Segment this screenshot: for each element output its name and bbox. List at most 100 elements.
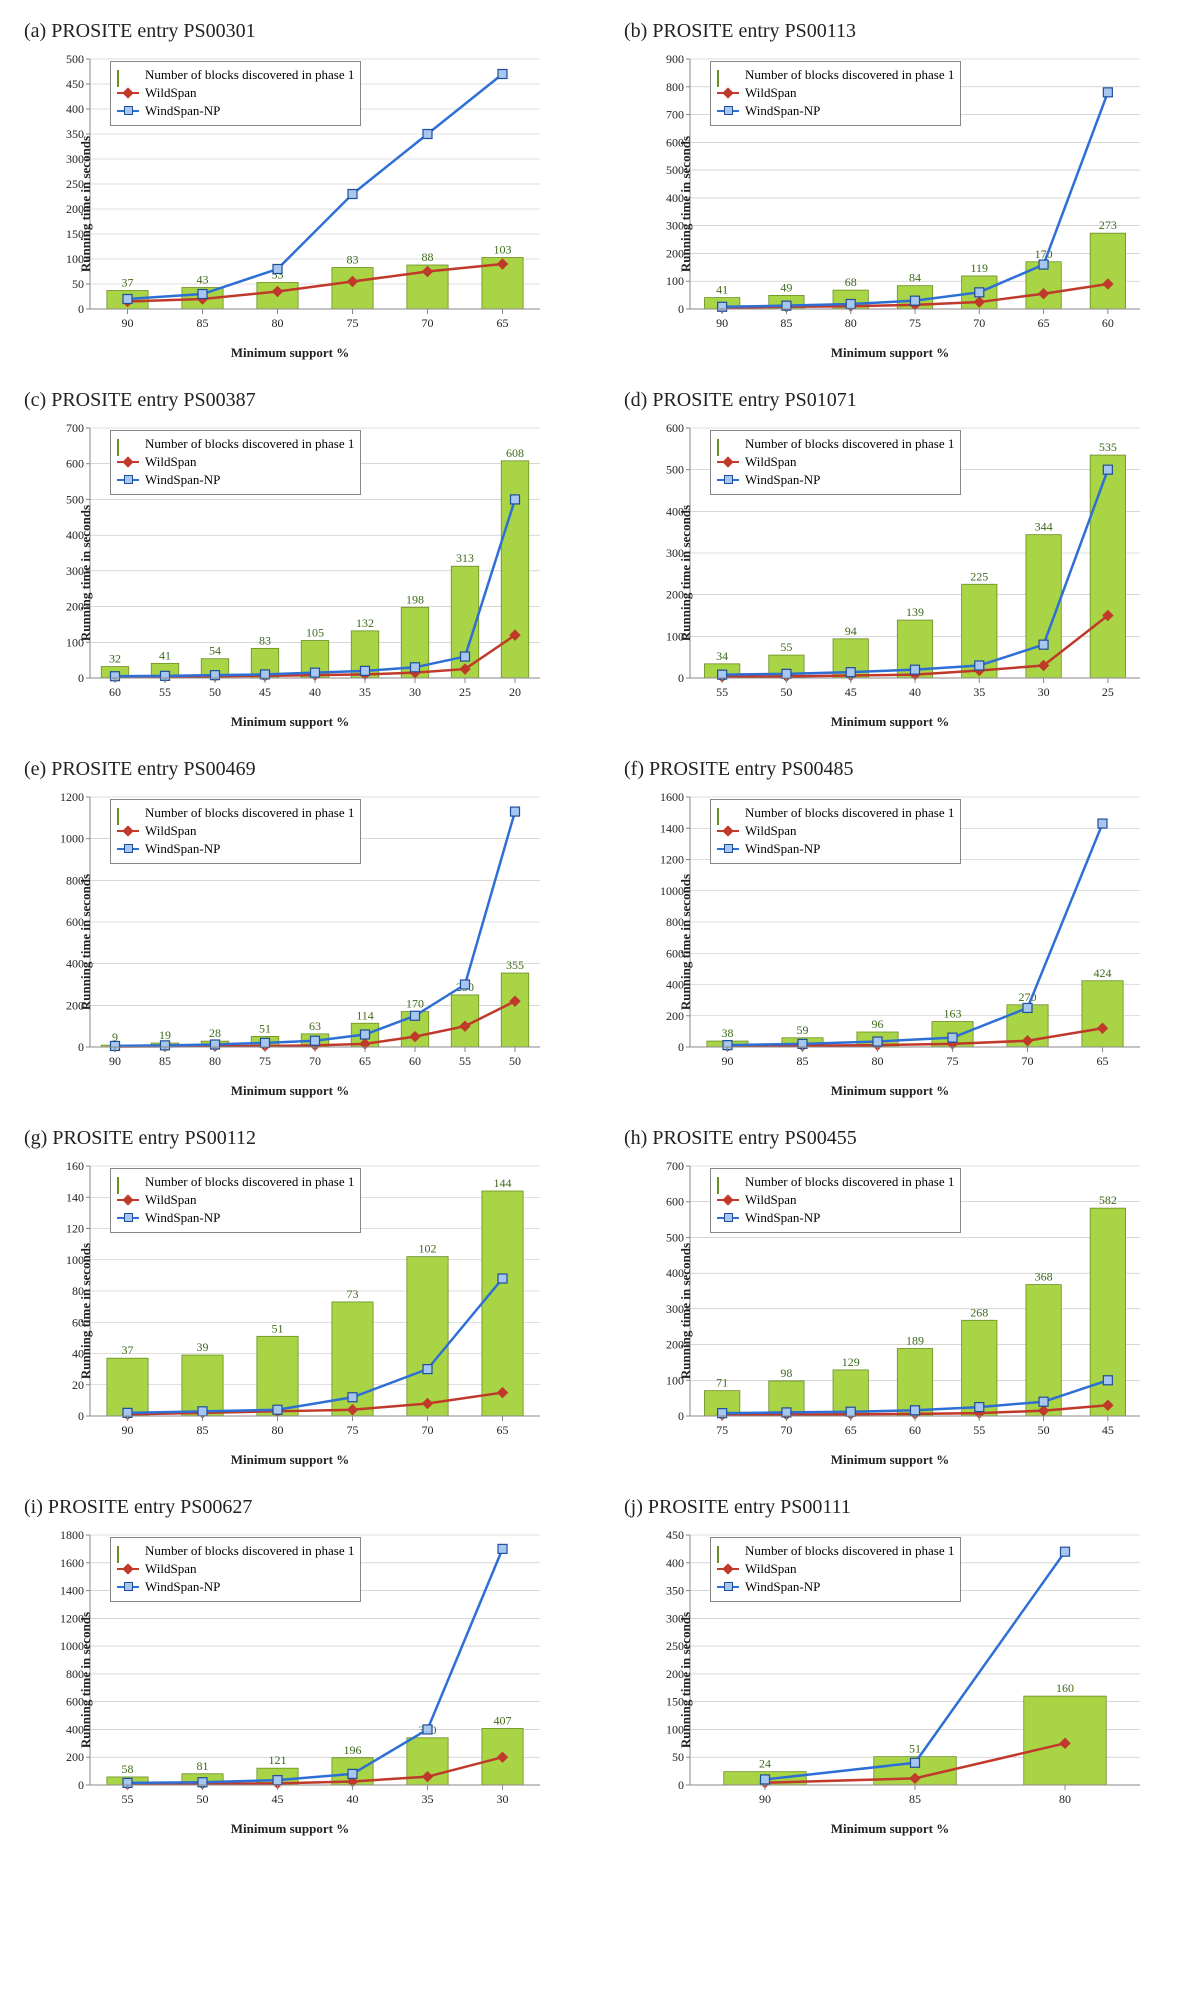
legend-label: Number of blocks discovered in phase 1: [145, 804, 354, 822]
svg-text:96: 96: [872, 1017, 884, 1031]
y-axis-label: Running time in seconds: [78, 1612, 94, 1748]
svg-text:608: 608: [506, 446, 524, 460]
svg-text:51: 51: [259, 1021, 271, 1035]
svg-text:1400: 1400: [60, 1584, 84, 1598]
svg-text:20: 20: [509, 685, 521, 699]
svg-text:75: 75: [947, 1054, 959, 1068]
svg-text:60: 60: [909, 1423, 921, 1437]
svg-text:40: 40: [347, 1792, 359, 1806]
legend-label: WildSpan: [745, 453, 796, 471]
legend-item-bars: Number of blocks discovered in phase 1: [717, 1542, 954, 1560]
svg-text:90: 90: [122, 1423, 134, 1437]
legend-label: Number of blocks discovered in phase 1: [145, 1542, 354, 1560]
svg-text:84: 84: [909, 271, 921, 285]
y-axis-label: Running time in seconds: [78, 505, 94, 641]
legend-label: WildSpan: [145, 453, 196, 471]
legend-item-wind: WindSpan-NP: [117, 1578, 354, 1596]
legend: Number of blocks discovered in phase 1 W…: [110, 1168, 361, 1233]
svg-text:85: 85: [197, 316, 209, 330]
svg-text:58: 58: [122, 1762, 134, 1776]
svg-text:120: 120: [66, 1222, 84, 1236]
legend: Number of blocks discovered in phase 1 W…: [710, 1168, 961, 1233]
legend-label: Number of blocks discovered in phase 1: [745, 66, 954, 84]
svg-text:0: 0: [78, 671, 84, 685]
svg-text:0: 0: [678, 302, 684, 316]
svg-text:19: 19: [159, 1028, 171, 1042]
legend-label: WildSpan: [145, 822, 196, 840]
y-axis-label: Running time in seconds: [78, 874, 94, 1010]
svg-text:55: 55: [780, 640, 792, 654]
svg-text:1800: 1800: [60, 1528, 84, 1542]
x-axis-label: Minimum support %: [231, 1821, 349, 1837]
svg-text:35: 35: [422, 1792, 434, 1806]
chart-box: 7198129189268368582 01002003004005006007…: [620, 1156, 1160, 1466]
chart-box: 385996163270424 020040060080010001200140…: [620, 787, 1160, 1097]
chart-panel: (d) PROSITE entry PS01071 34559413922534…: [620, 389, 1180, 728]
legend-item-wild: WildSpan: [717, 1191, 954, 1209]
legend-label: WildSpan: [745, 1191, 796, 1209]
svg-text:407: 407: [494, 1713, 512, 1727]
svg-text:75: 75: [347, 1423, 359, 1437]
panel-title: (f) PROSITE entry PS00485: [624, 758, 1180, 781]
svg-text:0: 0: [678, 671, 684, 685]
chart-panel: (i) PROSITE entry PS00627 58811211963404…: [20, 1496, 580, 1835]
legend-item-bars: Number of blocks discovered in phase 1: [117, 1542, 354, 1560]
svg-text:800: 800: [666, 80, 684, 94]
legend-label: WindSpan-NP: [145, 471, 220, 489]
svg-text:68: 68: [845, 275, 857, 289]
svg-text:85: 85: [780, 316, 792, 330]
svg-text:1200: 1200: [660, 853, 684, 867]
legend-label: WindSpan-NP: [145, 1578, 220, 1596]
svg-text:80: 80: [272, 316, 284, 330]
legend: Number of blocks discovered in phase 1 W…: [710, 799, 961, 864]
svg-text:73: 73: [347, 1287, 359, 1301]
legend: Number of blocks discovered in phase 1 W…: [710, 61, 961, 126]
svg-text:60: 60: [1102, 316, 1114, 330]
legend-item-bars: Number of blocks discovered in phase 1: [717, 66, 954, 84]
legend-label: WindSpan-NP: [145, 102, 220, 120]
legend: Number of blocks discovered in phase 1 W…: [710, 430, 961, 495]
svg-text:45: 45: [259, 685, 271, 699]
svg-text:70: 70: [1022, 1054, 1034, 1068]
svg-text:54: 54: [209, 644, 221, 658]
svg-text:50: 50: [197, 1792, 209, 1806]
svg-text:45: 45: [1102, 1423, 1114, 1437]
svg-text:65: 65: [845, 1423, 857, 1437]
svg-text:34: 34: [716, 649, 728, 663]
svg-text:400: 400: [66, 102, 84, 116]
svg-text:65: 65: [1097, 1054, 1109, 1068]
svg-text:50: 50: [509, 1054, 521, 1068]
svg-text:59: 59: [797, 1023, 809, 1037]
chart-box: 3743538388103 05010015020025030035040045…: [20, 49, 560, 359]
legend-label: WindSpan-NP: [745, 102, 820, 120]
svg-text:75: 75: [716, 1423, 728, 1437]
svg-text:163: 163: [944, 1007, 962, 1021]
svg-text:368: 368: [1035, 1270, 1053, 1284]
legend-item-wild: WildSpan: [717, 822, 954, 840]
svg-text:30: 30: [1038, 685, 1050, 699]
svg-text:500: 500: [666, 463, 684, 477]
svg-text:75: 75: [909, 316, 921, 330]
chart-panel: (a) PROSITE entry PS00301 3743538388103 …: [20, 20, 580, 359]
svg-text:25: 25: [1102, 685, 1114, 699]
svg-text:450: 450: [666, 1528, 684, 1542]
svg-text:424: 424: [1094, 966, 1112, 980]
svg-text:121: 121: [269, 1753, 287, 1767]
svg-text:45: 45: [272, 1792, 284, 1806]
svg-text:85: 85: [159, 1054, 171, 1068]
panel-title: (g) PROSITE entry PS00112: [24, 1127, 580, 1150]
svg-text:1400: 1400: [660, 821, 684, 835]
svg-text:198: 198: [406, 592, 424, 606]
svg-text:80: 80: [1059, 1792, 1071, 1806]
svg-text:55: 55: [459, 1054, 471, 1068]
svg-text:37: 37: [122, 276, 134, 290]
legend: Number of blocks discovered in phase 1 W…: [110, 430, 361, 495]
svg-text:83: 83: [259, 633, 271, 647]
legend-item-wind: WindSpan-NP: [717, 1578, 954, 1596]
chart-box: 345594139225344535 0100200300400500600 5…: [620, 418, 1160, 728]
legend-item-wind: WindSpan-NP: [717, 1209, 954, 1227]
svg-text:30: 30: [497, 1792, 509, 1806]
svg-text:88: 88: [422, 250, 434, 264]
svg-text:0: 0: [678, 1778, 684, 1792]
x-axis-label: Minimum support %: [831, 714, 949, 730]
